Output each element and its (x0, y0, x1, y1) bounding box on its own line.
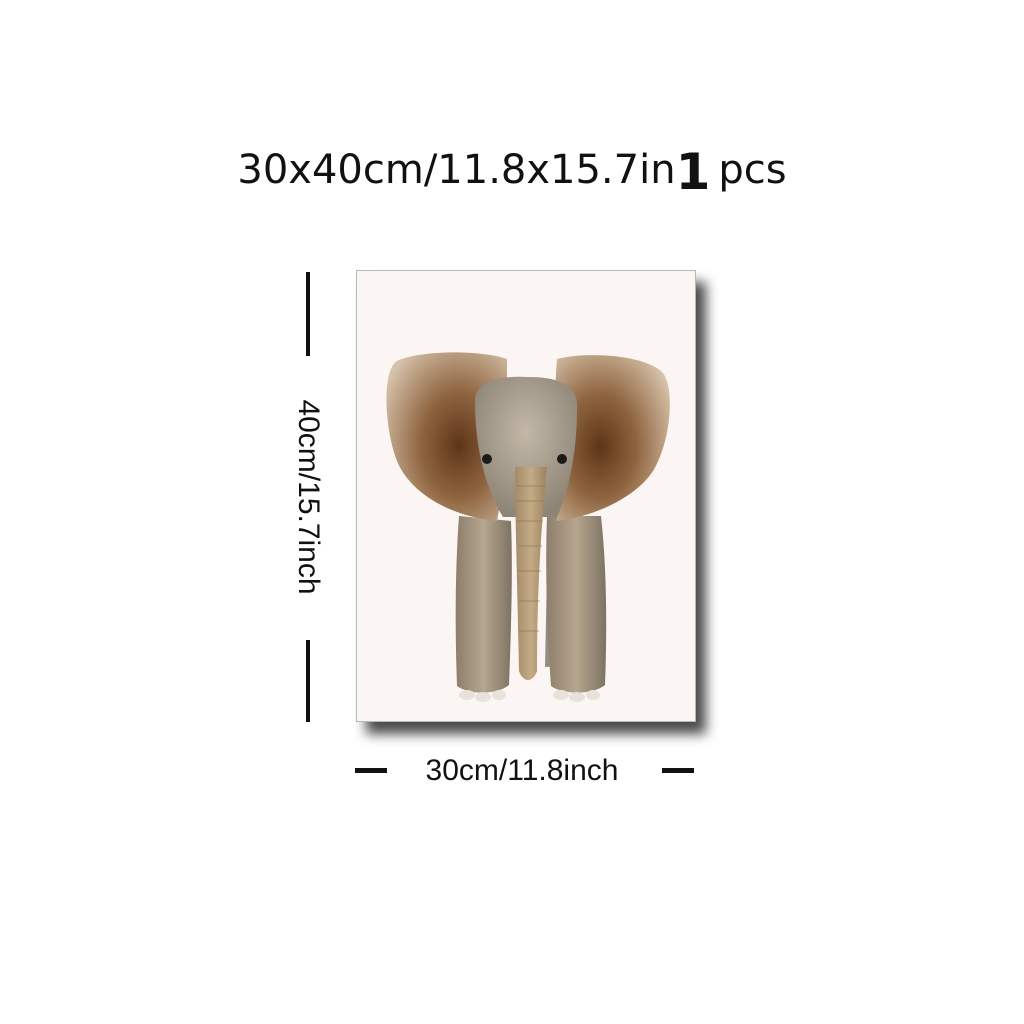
elephant-illustration (386, 352, 670, 702)
width-indicator-left-line (355, 768, 387, 773)
width-label: 30cm/11.8inch (425, 754, 619, 787)
quantity-number: 1 (675, 143, 711, 201)
product-size-title: 30x40cm/11.8x15.7in1 pcs (0, 136, 1024, 201)
height-indicator-bottom-line (306, 640, 310, 722)
height-indicator-top-line (306, 272, 310, 356)
height-label: 40cm/15.7inch (292, 399, 325, 595)
canvas-print (356, 270, 696, 722)
quantity-unit: pcs (718, 147, 787, 193)
width-indicator-right-line (662, 768, 694, 773)
size-text: 30x40cm/11.8x15.7in (237, 147, 676, 193)
